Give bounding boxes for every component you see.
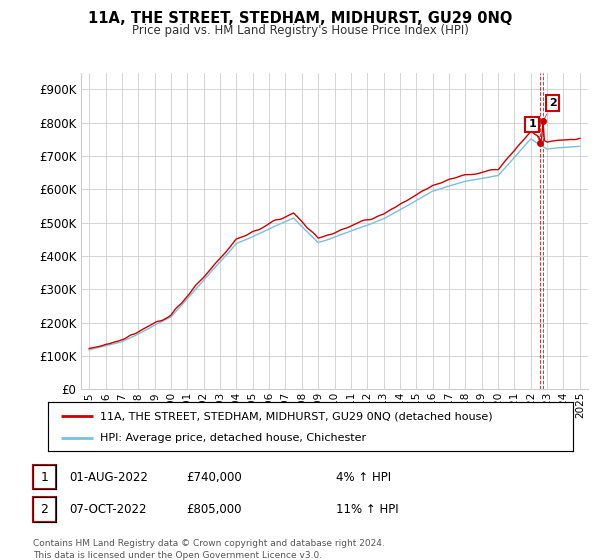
Text: 2: 2: [40, 503, 49, 516]
Text: 1: 1: [528, 119, 539, 140]
Text: 07-OCT-2022: 07-OCT-2022: [69, 503, 146, 516]
Text: 11A, THE STREET, STEDHAM, MIDHURST, GU29 0NQ (detached house): 11A, THE STREET, STEDHAM, MIDHURST, GU29…: [101, 411, 493, 421]
Text: 1: 1: [40, 470, 49, 484]
Text: 11% ↑ HPI: 11% ↑ HPI: [336, 503, 398, 516]
Text: 01-AUG-2022: 01-AUG-2022: [69, 470, 148, 484]
Text: 11A, THE STREET, STEDHAM, MIDHURST, GU29 0NQ: 11A, THE STREET, STEDHAM, MIDHURST, GU29…: [88, 11, 512, 26]
Text: 4% ↑ HPI: 4% ↑ HPI: [336, 470, 391, 484]
Text: HPI: Average price, detached house, Chichester: HPI: Average price, detached house, Chic…: [101, 433, 367, 444]
Text: 2: 2: [544, 98, 557, 119]
Text: Price paid vs. HM Land Registry's House Price Index (HPI): Price paid vs. HM Land Registry's House …: [131, 24, 469, 36]
Text: £740,000: £740,000: [186, 470, 242, 484]
Text: Contains HM Land Registry data © Crown copyright and database right 2024.
This d: Contains HM Land Registry data © Crown c…: [33, 539, 385, 559]
Text: £805,000: £805,000: [186, 503, 241, 516]
